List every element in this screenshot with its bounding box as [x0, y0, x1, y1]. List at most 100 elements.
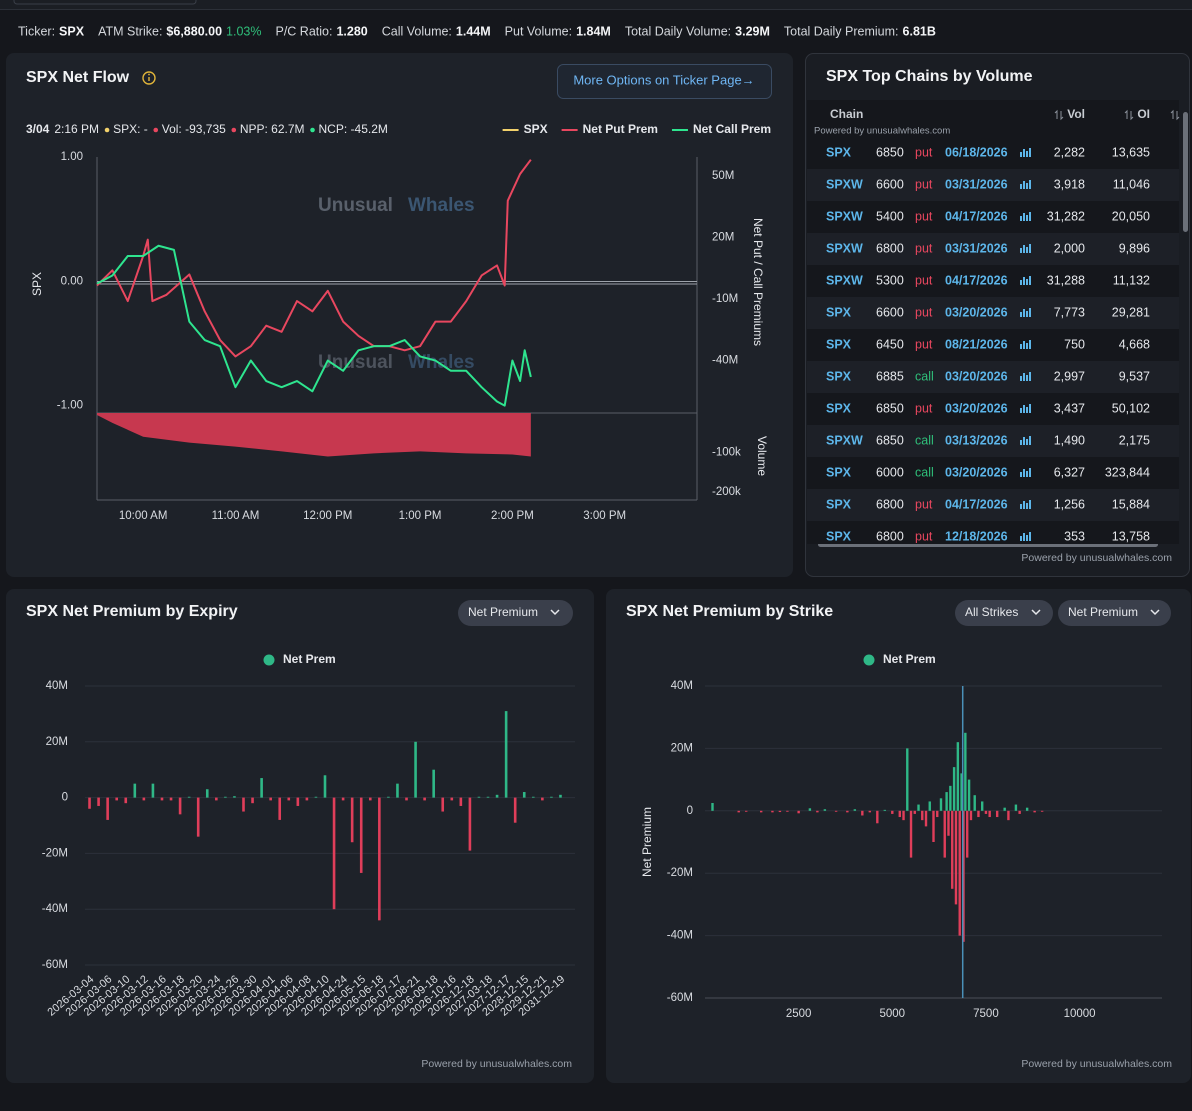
- dropdown-label[interactable]: Net Premium: [468, 605, 538, 619]
- chart-icon[interactable]: [1020, 308, 1031, 317]
- y3-axis-label: Volume: [755, 436, 769, 476]
- y-tick-label: -60M: [667, 992, 693, 1004]
- chain-oi: 11,046: [1113, 177, 1150, 191]
- chart-icon[interactable]: [1020, 436, 1031, 445]
- bar: [450, 797, 454, 801]
- powered-by: Powered by unusualwhales.com: [1021, 1058, 1172, 1070]
- dropdown-frame[interactable]: [1058, 600, 1171, 626]
- chain-volume: 353: [1064, 529, 1085, 543]
- chain-volume: 3,918: [1054, 177, 1085, 191]
- tooltip-text: 3/04: [26, 122, 50, 136]
- chart-icon[interactable]: [1020, 244, 1031, 253]
- bar: [883, 809, 887, 811]
- bar: [133, 783, 137, 798]
- bar: [924, 810, 928, 827]
- bar: [853, 809, 857, 811]
- bar: [323, 775, 327, 798]
- bar: [797, 810, 800, 814]
- dropdown-frame[interactable]: [458, 600, 573, 626]
- button-frame[interactable]: [557, 64, 772, 99]
- dropdown-label[interactable]: Net Premium: [1068, 605, 1138, 619]
- chevron[interactable]: [1150, 609, 1160, 616]
- powered-by: Powered by unusualwhales.com: [814, 126, 950, 137]
- chart-icon[interactable]: [1020, 148, 1031, 157]
- expiry-panel: [6, 589, 594, 1083]
- chart-icon[interactable]: [1020, 180, 1031, 189]
- bar: [414, 741, 417, 798]
- bar: [1014, 804, 1018, 811]
- bar: [936, 810, 939, 818]
- dropdown-frame[interactable]: [955, 600, 1053, 626]
- top-tab: [13, 0, 197, 5]
- legend-label: Net Put Prem: [583, 122, 658, 136]
- strikes-dropdown[interactable]: All Strikes: [955, 600, 1053, 626]
- bar: [995, 810, 999, 818]
- chevron[interactable]: [1031, 609, 1041, 616]
- chain-type: put: [915, 337, 933, 351]
- tooltip-dot: [104, 127, 110, 133]
- chain-symbol: SPX: [826, 337, 852, 351]
- bar: [459, 797, 463, 806]
- bar: [550, 796, 553, 798]
- chart-icon[interactable]: [1020, 404, 1031, 413]
- chain-strike: 6850: [876, 145, 904, 159]
- chart-icon[interactable]: [1020, 340, 1031, 349]
- watermark: Unusual: [318, 195, 393, 216]
- bar: [332, 797, 336, 910]
- chain-strike: 6600: [876, 177, 904, 191]
- chart-icon[interactable]: [1020, 532, 1031, 541]
- chain-type: call: [915, 465, 934, 479]
- chart-icon[interactable]: [1020, 276, 1031, 285]
- stat-change: 1.03%: [226, 24, 261, 38]
- sort-icons[interactable]: [1054, 109, 1180, 121]
- expiry-dropdown[interactable]: Net Premium: [458, 600, 573, 626]
- table-row: [807, 233, 1179, 265]
- chain-volume: 2,997: [1054, 369, 1085, 383]
- tooltip-text: NCP: -45.2M: [319, 122, 388, 136]
- chain-volume: 6,327: [1054, 465, 1085, 479]
- chain-symbol: SPXW: [826, 209, 863, 223]
- bar: [513, 797, 517, 823]
- stat-value: 1.84M: [576, 24, 611, 38]
- chart-icon[interactable]: [1020, 372, 1031, 381]
- y3-tick-label: -100k: [712, 447, 741, 459]
- button-label[interactable]: More Options on Ticker Page→: [573, 72, 754, 87]
- stat-label: Total Daily Volume:: [625, 24, 731, 38]
- bar: [224, 796, 227, 798]
- bar: [969, 810, 973, 821]
- chart-icon[interactable]: [1020, 500, 1031, 509]
- chart-icon[interactable]: [1020, 212, 1031, 221]
- metric-dropdown[interactable]: Net Premium: [1058, 600, 1171, 626]
- watermark: Unusual: [318, 352, 393, 373]
- ticker-page-button[interactable]: More Options on Ticker Page→: [557, 64, 772, 99]
- bar: [846, 810, 849, 813]
- bar: [378, 797, 381, 921]
- chain-type: put: [915, 529, 933, 543]
- chain-strike: 5400: [876, 209, 904, 223]
- bar: [1025, 807, 1029, 811]
- column-header: Chain: [830, 107, 863, 121]
- chart-icon[interactable]: [1020, 468, 1031, 477]
- chevron[interactable]: [550, 609, 560, 616]
- dropdown-label[interactable]: All Strikes: [965, 605, 1018, 619]
- bar: [823, 809, 827, 811]
- top-bar: [0, 0, 1192, 9]
- bar: [1003, 807, 1006, 811]
- tooltip-text: Vol: -93,735: [162, 122, 226, 136]
- chain-strike: 6000: [876, 465, 904, 479]
- chain-type: put: [915, 177, 933, 191]
- y-axis-label: SPX: [30, 272, 44, 296]
- bar: [359, 797, 363, 873]
- bar: [215, 797, 218, 801]
- bar: [1033, 810, 1036, 813]
- v-scrollbar[interactable]: [1183, 112, 1188, 232]
- chain-type: put: [915, 209, 933, 223]
- table-row: [807, 489, 1179, 521]
- bar: [952, 767, 956, 811]
- stat-value: 1.280: [336, 24, 367, 38]
- bar: [178, 797, 182, 815]
- chain-expiry: 03/20/2026: [945, 465, 1008, 479]
- bar: [287, 797, 291, 801]
- bar: [947, 810, 950, 836]
